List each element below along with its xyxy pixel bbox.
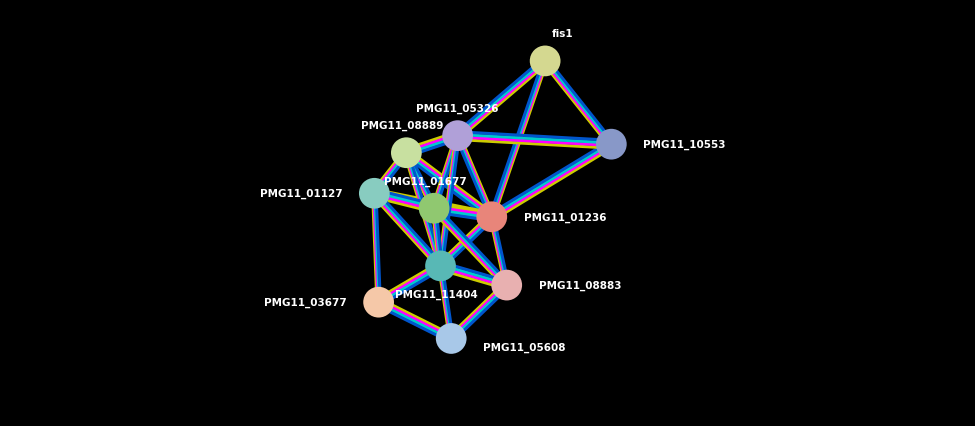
Circle shape: [443, 121, 473, 152]
Circle shape: [491, 270, 522, 301]
Circle shape: [477, 202, 507, 233]
Circle shape: [418, 193, 449, 224]
Text: PMG11_10553: PMG11_10553: [644, 140, 725, 150]
Circle shape: [529, 46, 561, 77]
Text: PMG11_08883: PMG11_08883: [539, 280, 621, 291]
Circle shape: [436, 323, 467, 354]
Circle shape: [425, 251, 456, 282]
Text: PMG11_05608: PMG11_05608: [484, 342, 566, 352]
Text: PMG11_03677: PMG11_03677: [264, 297, 346, 308]
Text: PMG11_05326: PMG11_05326: [416, 104, 499, 114]
Circle shape: [359, 178, 390, 209]
Circle shape: [596, 130, 627, 160]
Circle shape: [391, 138, 422, 169]
Text: PMG11_01236: PMG11_01236: [524, 212, 606, 222]
Text: PMG11_01677: PMG11_01677: [384, 176, 467, 186]
Circle shape: [364, 287, 394, 318]
Text: PMG11_11404: PMG11_11404: [395, 289, 478, 299]
Text: PMG11_08889: PMG11_08889: [361, 121, 444, 131]
Text: fis1: fis1: [552, 29, 573, 39]
Text: PMG11_01127: PMG11_01127: [259, 189, 342, 199]
